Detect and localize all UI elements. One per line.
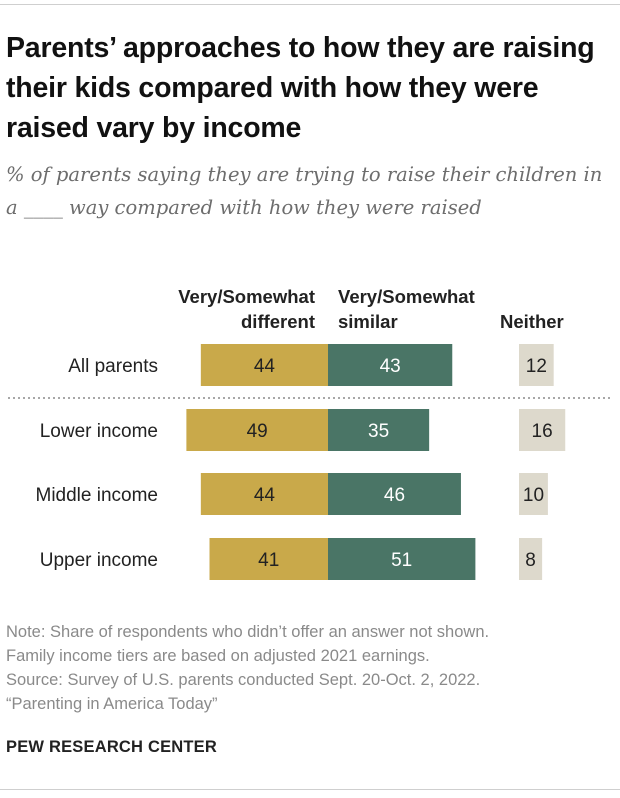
data-label-different: 44: [254, 485, 276, 506]
bottom-rule: [0, 789, 620, 790]
data-label-neither: 12: [526, 356, 547, 377]
bar-different: [200, 344, 328, 386]
data-label-similar: 51: [391, 550, 412, 571]
data-label-neither: 8: [525, 550, 536, 571]
bar-neither: [519, 473, 548, 515]
data-label-similar: 46: [384, 485, 405, 506]
category-label: Middle income: [36, 485, 159, 506]
source-line: Source: Survey of U.S. parents conducted…: [6, 671, 481, 689]
bar-similar: [328, 409, 430, 451]
diverging-bar-chart: All parents 44 43 12 Lower income 49 35 16 Middl…: [8, 344, 610, 580]
header-different-line2: different: [241, 311, 315, 332]
header-different: Very/Somewhat different: [115, 284, 315, 334]
data-label-neither: 16: [532, 421, 553, 442]
bar-neither: [519, 409, 566, 451]
category-label: All parents: [68, 356, 158, 377]
report-title-line: “Parenting in America Today”: [6, 695, 218, 713]
data-label-neither: 10: [523, 485, 544, 506]
data-label-different: 44: [254, 356, 276, 377]
header-neither: Neither: [500, 311, 564, 332]
header-similar-line2: similar: [338, 311, 398, 332]
bar-neither: [519, 538, 543, 580]
bar-different: [209, 538, 328, 580]
header-similar-line1: Very/Somewhat: [338, 286, 475, 307]
notes: Note: Share of respondents who didn’t of…: [6, 620, 616, 716]
category-label: Lower income: [40, 421, 158, 442]
bar-different: [200, 473, 328, 515]
data-label-different: 49: [247, 421, 268, 442]
header-similar: Very/Somewhat similar: [338, 284, 538, 334]
data-label-similar: 43: [380, 356, 401, 377]
bar-similar: [328, 473, 461, 515]
bar-similar: [328, 344, 453, 386]
category-label: Upper income: [40, 550, 158, 571]
bar-similar: [328, 538, 476, 580]
brand-label: PEW RESEARCH CENTER: [6, 738, 217, 756]
chart-title: Parents’ approaches to how they are rais…: [6, 32, 595, 144]
data-label-different: 41: [258, 550, 279, 571]
top-rule: [0, 4, 620, 5]
bar-neither: [519, 344, 554, 386]
note-line: Note: Share of respondents who didn’t of…: [6, 623, 490, 641]
chart-subtitle: % of parents saying they are trying to r…: [6, 163, 603, 219]
header-different-line1: Very/Somewhat: [178, 286, 315, 307]
note-line: Family income tiers are based on adjuste…: [6, 647, 430, 665]
bar-different: [186, 409, 328, 451]
data-label-similar: 35: [368, 421, 389, 442]
